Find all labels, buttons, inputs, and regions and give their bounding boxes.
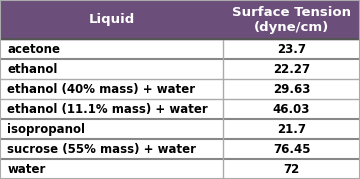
Bar (0, 59, 360, 79)
Text: sucrose (55% mass) + water: sucrose (55% mass) + water (7, 143, 196, 156)
Text: isopropanol: isopropanol (7, 123, 85, 136)
Text: 22.27: 22.27 (273, 63, 310, 76)
Bar (0, 119, 360, 139)
Text: ethanol (40% mass) + water: ethanol (40% mass) + water (7, 83, 195, 96)
Text: 72: 72 (283, 163, 300, 176)
Text: acetone: acetone (7, 43, 60, 56)
Text: water: water (7, 163, 46, 176)
Bar (0, 159, 360, 179)
Text: Liquid: Liquid (89, 13, 135, 26)
Text: 29.63: 29.63 (273, 83, 310, 96)
Text: 76.45: 76.45 (273, 143, 310, 156)
Text: 46.03: 46.03 (273, 103, 310, 116)
Bar (0, 0, 360, 39)
Text: 21.7: 21.7 (277, 123, 306, 136)
Bar (0, 99, 360, 119)
Text: ethanol (11.1% mass) + water: ethanol (11.1% mass) + water (7, 103, 208, 116)
Bar (0, 39, 360, 59)
Text: Surface Tension
(dyne/cm): Surface Tension (dyne/cm) (232, 6, 351, 34)
Bar (0, 79, 360, 99)
Text: 23.7: 23.7 (277, 43, 306, 56)
Text: ethanol: ethanol (7, 63, 58, 76)
Bar (0, 139, 360, 159)
